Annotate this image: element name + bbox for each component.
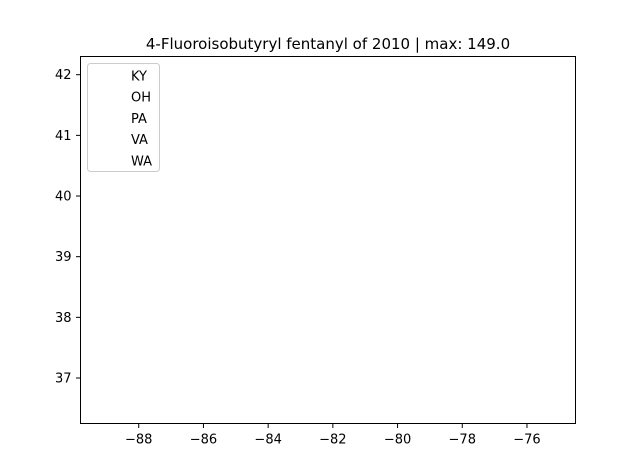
legend-marker: [105, 69, 111, 75]
x-tick-label: −80: [384, 433, 411, 448]
legend-marker: [105, 153, 111, 160]
y-tick-label: 42: [55, 68, 72, 83]
legend-box: [87, 63, 160, 172]
plot-frame: [80, 56, 576, 424]
x-tick-label: −78: [449, 433, 476, 448]
x-tick-label: −84: [254, 433, 281, 448]
y-axis: 37 38 39 40 41 42: [55, 68, 81, 387]
y-tick-label: 40: [55, 190, 72, 205]
x-axis: −88 −86 −84 −82 −80 −78 −76: [125, 423, 541, 448]
legend-label-va: VA: [131, 133, 148, 148]
y-tick-label: 37: [55, 372, 72, 387]
x-tick-label: −86: [190, 433, 217, 448]
legend-label-wa: WA: [131, 154, 152, 169]
legend-label-oh: OH: [131, 91, 151, 106]
x-tick-label: −88: [125, 433, 152, 448]
legend-marker: [105, 90, 111, 97]
legend-label-pa: PA: [131, 112, 147, 127]
legend-marker: [105, 111, 111, 118]
y-tick-label: 41: [55, 129, 72, 144]
y-tick-label: 39: [55, 250, 72, 265]
legend-marker: [105, 132, 111, 139]
legend: KY OH PA VA WA: [87, 63, 160, 172]
x-tick-label: −76: [513, 433, 540, 448]
legend-label-ky: KY: [131, 70, 147, 85]
x-tick-label: −82: [319, 433, 346, 448]
y-tick-label: 38: [55, 311, 72, 326]
chart-title: 4-Fluoroisobutyryl fentanyl of 2010 | ma…: [146, 35, 510, 53]
